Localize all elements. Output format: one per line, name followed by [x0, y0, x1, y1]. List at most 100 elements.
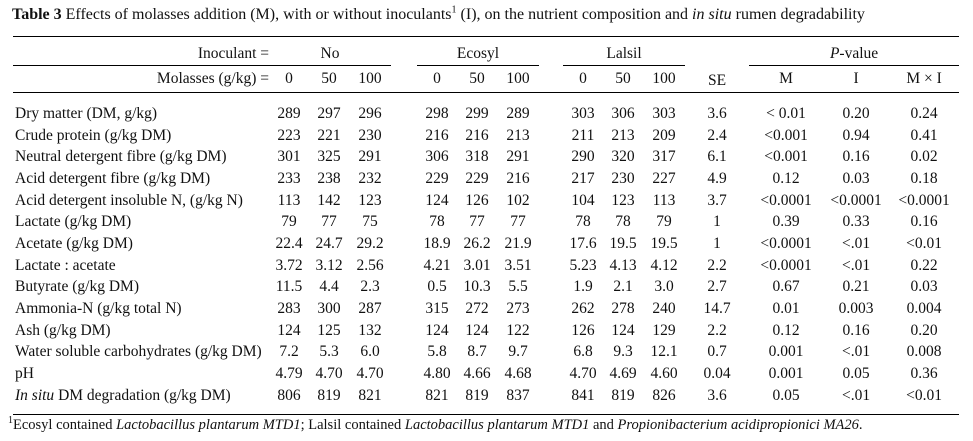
cell-se: 2.7: [707, 278, 727, 296]
cell-value: 75: [362, 213, 378, 231]
cell-value: 125: [317, 321, 341, 339]
column-spacer: [391, 298, 417, 320]
cell-se: 2.4: [707, 126, 727, 144]
caption-text-1: Effects of molasses addition (M), with o…: [61, 6, 452, 23]
column-spacer: [539, 65, 564, 93]
cell-value: 300: [317, 300, 341, 318]
cell-value: 9.7: [508, 343, 528, 361]
cell-value: 122: [506, 321, 530, 339]
level-header: 50: [457, 65, 498, 93]
cell-se: 4.9: [707, 169, 727, 187]
column-spacer: [539, 363, 563, 385]
column-spacer: [539, 384, 564, 415]
column-spacer: [391, 277, 417, 299]
cell-value: 2.3: [360, 278, 380, 296]
cell-value: 303: [571, 104, 595, 122]
table-row: Acid detergent insoluble N, (g/kg N) 113 1…: [13, 190, 959, 212]
cell-value: 826: [643, 384, 686, 415]
cell-pvalue: 0.001: [768, 365, 804, 383]
cell-value: 113: [652, 191, 676, 209]
pvalue-rest: -value: [839, 45, 879, 62]
table-body: Dry matter (DM, g/kg) 289 297 296 298 299 289 3…: [13, 93, 960, 415]
cell-pvalue: 0.18: [910, 169, 938, 187]
table-row: Acetate (g/kg DM) 22.4 24.7 29.2 18.9 26.2 21.…: [13, 233, 959, 255]
cell-value: 19.5: [650, 234, 678, 252]
row-label: Acid detergent insoluble N, (g/kg N): [13, 190, 269, 212]
cell-value: 29.2: [356, 234, 384, 252]
column-spacer: [391, 36, 418, 66]
cell-value: 4.69: [609, 365, 637, 383]
table-row: Water soluble carbohydrates (g/kg DM) 7.2…: [13, 342, 959, 364]
footnote-text-2: ; Lalsil contained: [300, 417, 405, 433]
cell-value: 126: [571, 321, 595, 339]
footnote-text-1: Ecosyl contained: [13, 417, 117, 433]
row-label: Lactate : acetate: [13, 255, 269, 277]
cell-value: 223: [277, 126, 301, 144]
cell-pvalue: 0.12: [772, 321, 800, 339]
cell-pvalue: 0.36: [910, 365, 938, 383]
cell-value: 78: [429, 213, 445, 231]
column-spacer: [391, 190, 417, 212]
row-label-text: Butyrate (g/kg DM): [15, 278, 139, 296]
pvalue-col-header-i: I: [823, 65, 890, 93]
column-spacer: [539, 342, 563, 364]
cell-value: 17.6: [569, 234, 597, 252]
pvalue-col-header-mxi: M × I: [889, 65, 960, 93]
cell-value: 5.5: [508, 278, 528, 296]
column-spacer: [539, 146, 563, 168]
cell-value: 221: [317, 126, 341, 144]
column-spacer: [391, 146, 417, 168]
row-label: Ash (g/kg DM): [13, 320, 269, 342]
cell-value: 142: [317, 191, 341, 209]
cell-value: 806: [269, 384, 309, 415]
row-label-text: Crude protein (g/kg DM): [15, 126, 172, 144]
cell-value: 213: [506, 126, 530, 144]
cell-value: 4.12: [650, 256, 678, 274]
cell-value: 19.5: [609, 234, 637, 252]
cell-value: 12.1: [650, 343, 678, 361]
cell-value: 317: [652, 148, 676, 166]
footnote-species-2: Lactobacillus plantarum MTD1: [404, 417, 590, 433]
table-row: Ash (g/kg DM) 124 125 132 124 124 122 126 124 129…: [13, 320, 959, 342]
cell-se: 6.1: [707, 148, 727, 166]
cell-value: 11.5: [275, 278, 303, 296]
cell-pvalue: 0.008: [906, 343, 942, 361]
cell-pvalue: <0.01: [906, 234, 942, 252]
cell-value: 229: [425, 169, 449, 187]
level-header: 100: [349, 65, 392, 93]
header-group-row: Inoculant = No Ecosyl Lalsil SE P-value: [13, 36, 960, 93]
cell-pvalue: <0.001: [764, 126, 808, 144]
cell-value: 821: [417, 384, 458, 415]
cell-value: 325: [317, 148, 341, 166]
caption-superscript: 1: [451, 4, 457, 16]
column-spacer: [391, 320, 417, 342]
row-label-text: Acetate (g/kg DM): [15, 234, 133, 252]
cell-value: 6.8: [573, 343, 593, 361]
table-caption: Table 3 Effects of molasses addition (M)…: [12, 4, 865, 24]
cell-value: 123: [358, 191, 382, 209]
cell-pvalue: 0.05: [749, 384, 824, 415]
row-label-text: Acid detergent fibre (g/kg DM): [15, 169, 211, 187]
column-spacer: [391, 255, 417, 277]
cell-value: 5.8: [427, 343, 447, 361]
cell-pvalue: 0.01: [772, 300, 800, 318]
caption-italic: in situ: [692, 6, 732, 23]
cell-value: 2.1: [613, 278, 633, 296]
cell-pvalue: < 0.01: [766, 104, 806, 122]
cell-pvalue: 0.004: [906, 300, 942, 318]
cell-pvalue: <0.0001: [898, 191, 950, 209]
cell-value: 4.79: [275, 365, 303, 383]
cell-value: 5.3: [319, 343, 339, 361]
cell-pvalue: 0.12: [772, 169, 800, 187]
table-row: pH 4.79 4.70 4.70 4.80 4.66 4.68 4.70 4.69 4.60 0.…: [13, 363, 959, 385]
cell-value: 233: [277, 169, 301, 187]
cell-value: 841: [563, 384, 604, 415]
inoculant-label: Inoculant =: [13, 36, 269, 66]
cell-value: 104: [571, 191, 595, 209]
cell-value: 296: [358, 104, 382, 122]
row-label-text: pH: [15, 365, 34, 383]
cell-value: 318: [465, 148, 489, 166]
table-row: Crude protein (g/kg DM) 223 221 230 216 216 21…: [13, 125, 959, 147]
cell-value: 124: [465, 321, 489, 339]
cell-value: 213: [611, 126, 635, 144]
